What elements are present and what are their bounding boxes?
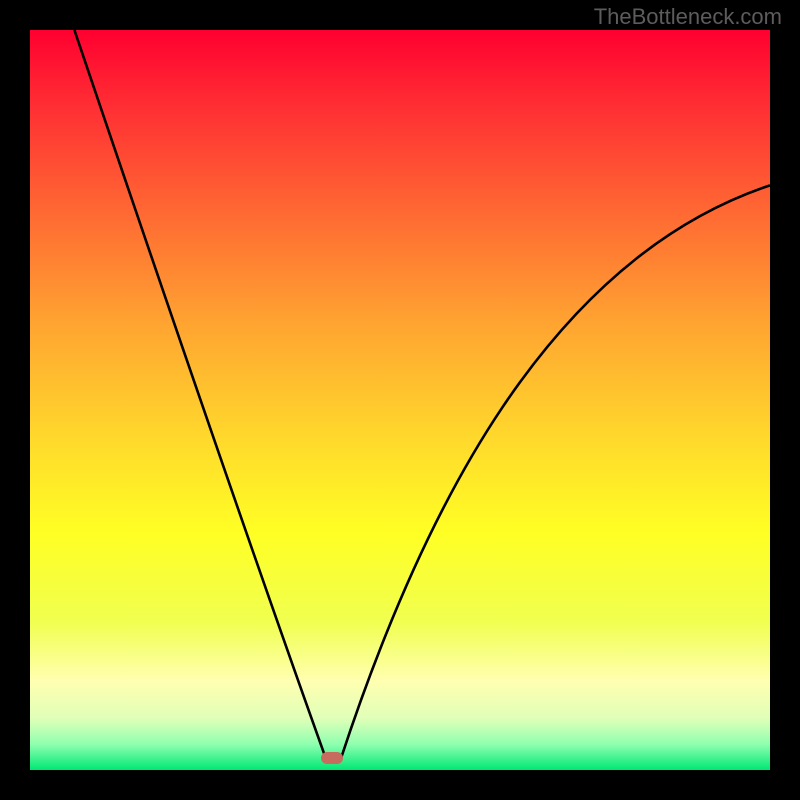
curve-right-branch — [341, 185, 770, 759]
curve-left-branch — [74, 30, 326, 759]
optimum-marker — [321, 752, 343, 764]
chart-frame: TheBottleneck.com — [0, 0, 800, 800]
watermark-text: TheBottleneck.com — [594, 4, 782, 30]
bottleneck-curve — [30, 30, 770, 770]
plot-area — [30, 30, 770, 770]
